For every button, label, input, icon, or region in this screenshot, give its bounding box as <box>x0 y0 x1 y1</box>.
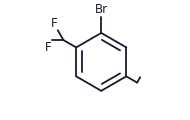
Text: F: F <box>45 41 51 54</box>
Text: F: F <box>51 17 57 30</box>
Text: Br: Br <box>95 3 108 16</box>
